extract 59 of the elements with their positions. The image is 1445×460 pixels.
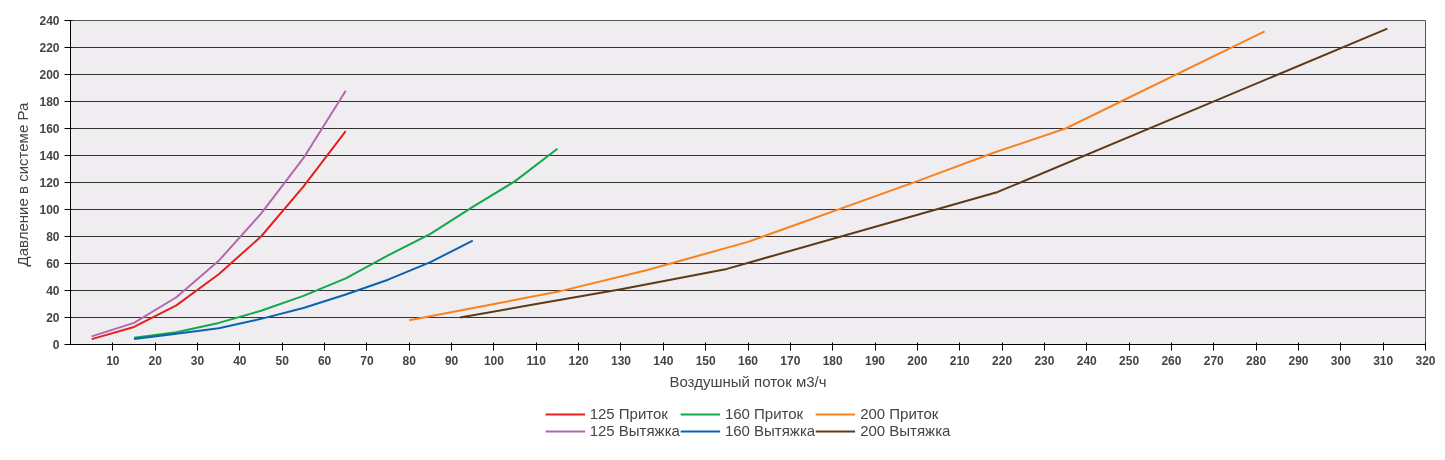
line-series (90, 130, 347, 341)
x-tick-label: 100 (483, 353, 505, 368)
legend-label: 200 Приток (860, 405, 939, 422)
x-tick-label: 10 (106, 353, 120, 368)
y-tick-label: 60 (46, 257, 60, 271)
x-tick-label: 30 (190, 353, 205, 368)
line-series (459, 27, 1389, 319)
x-tick-label: 190 (865, 353, 886, 368)
y-tick-label: 240 (39, 14, 60, 28)
y-tick-label: 220 (39, 41, 60, 55)
x-tick-label: 110 (526, 353, 547, 368)
y-tick-label: 120 (39, 176, 60, 190)
x-tick-label: 150 (695, 353, 716, 368)
y-axis-title: Давление в системе Ра (14, 102, 32, 267)
x-tick-label: 270 (1203, 353, 1225, 368)
x-tick-label: 220 (992, 353, 1013, 368)
x-tick-label: 130 (610, 353, 632, 368)
x-tick-label: 160 (737, 353, 759, 368)
x-axis-title: Воздушный поток м3/ч (669, 372, 827, 390)
line-series (408, 30, 1266, 322)
legend-label: 160 Вытяжка (724, 422, 816, 439)
x-tick-label: 300 (1330, 353, 1352, 368)
x-tick-label: 20 (148, 353, 163, 368)
x-tick-label: 310 (1373, 353, 1394, 368)
x-tick-label: 70 (360, 353, 374, 368)
y-tick-label: 100 (39, 203, 60, 217)
x-tick-label: 170 (780, 353, 801, 368)
y-tick-label: 200 (39, 68, 60, 82)
x-tick-label: 230 (1034, 353, 1055, 368)
y-tick-label: 160 (39, 122, 60, 136)
y-tick-label: 40 (46, 284, 60, 298)
x-tick-label: 290 (1288, 353, 1309, 368)
line-series (133, 147, 559, 339)
x-tick-label: 260 (1161, 353, 1182, 368)
x-tick-label: 80 (402, 353, 417, 368)
y-tick-label: 80 (46, 230, 60, 244)
x-tick-label: 90 (444, 353, 459, 368)
x-tick-label: 140 (653, 353, 674, 368)
line-series (90, 89, 347, 338)
x-tick-label: 240 (1076, 353, 1098, 368)
y-tick-label: 0 (52, 338, 60, 352)
legend-label: 125 Вытяжка (589, 422, 680, 439)
x-tick-label: 120 (568, 353, 589, 368)
legend-label: 160 Приток (724, 405, 804, 422)
x-tick-label: 200 (907, 353, 928, 368)
x-tick-label: 320 (1415, 353, 1436, 368)
y-tick-label: 180 (39, 95, 60, 109)
x-tick-label: 50 (275, 353, 290, 368)
y-tick-label: 20 (46, 311, 60, 325)
legend-label: 125 Приток (589, 405, 668, 422)
line-series (133, 239, 474, 341)
y-tick-label: 140 (39, 149, 60, 163)
x-tick-label: 60 (317, 353, 332, 368)
x-tick-label: 210 (949, 353, 971, 368)
x-tick-label: 280 (1246, 353, 1267, 368)
legend-label: 200 Вытяжка (860, 422, 951, 439)
x-tick-label: 250 (1119, 353, 1140, 368)
x-tick-label: 180 (822, 353, 844, 368)
x-tick-label: 40 (233, 353, 247, 368)
